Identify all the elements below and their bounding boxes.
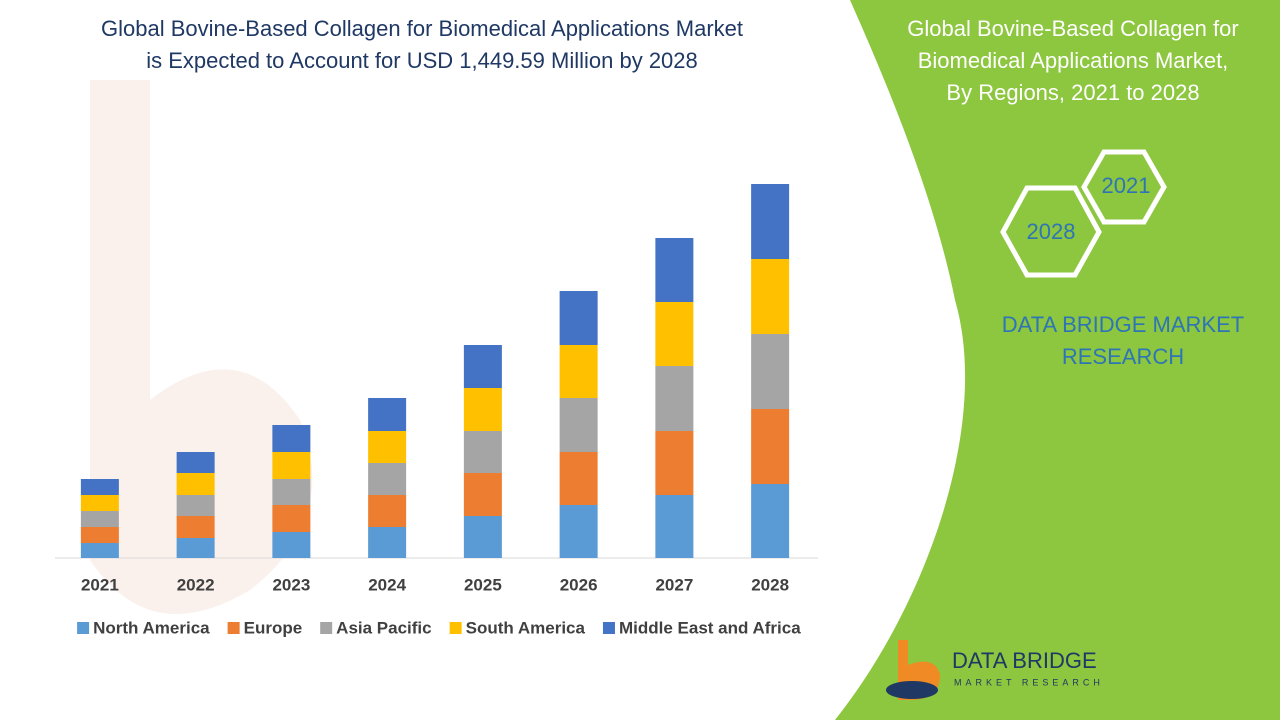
bar-segment bbox=[751, 409, 790, 484]
bar-segment bbox=[176, 452, 215, 473]
hex-label: 2028 bbox=[1027, 219, 1076, 244]
bar-segment bbox=[176, 538, 215, 558]
chart-title: Global Bovine-Based Collagen for Biomedi… bbox=[101, 16, 743, 41]
bar-segment bbox=[368, 431, 407, 463]
bar-segment bbox=[368, 463, 407, 495]
legend-label: Middle East and Africa bbox=[619, 618, 801, 637]
bar-segment bbox=[272, 505, 311, 532]
bar-segment bbox=[655, 431, 694, 495]
bar-segment bbox=[80, 495, 119, 511]
hexagon bbox=[1081, 149, 1167, 225]
logo-name: DATA BRIDGE bbox=[952, 648, 1097, 673]
legend-label: North America bbox=[93, 618, 210, 637]
bar-segment bbox=[751, 259, 790, 334]
x-tick-label: 2026 bbox=[560, 575, 598, 594]
bar-segment bbox=[272, 479, 311, 505]
bar-segment bbox=[559, 291, 598, 345]
panel-title: Global Bovine-Based Collagen for bbox=[907, 16, 1238, 41]
bar-segment bbox=[80, 543, 119, 558]
bar-segment bbox=[751, 184, 790, 259]
hex-label: 2021 bbox=[1102, 173, 1151, 198]
legend-label: South America bbox=[466, 618, 586, 637]
bar-segment bbox=[559, 345, 598, 398]
bar-segment bbox=[559, 505, 598, 558]
bar-segment bbox=[176, 495, 215, 516]
bar-segment bbox=[80, 479, 119, 495]
bar-segment bbox=[368, 527, 407, 558]
x-tick-label: 2027 bbox=[655, 575, 693, 594]
bar-segment bbox=[463, 516, 502, 558]
panel-title: By Regions, 2021 to 2028 bbox=[946, 80, 1199, 105]
bar-segment bbox=[80, 527, 119, 543]
logo-mark bbox=[886, 681, 938, 699]
bar-segment bbox=[80, 511, 119, 527]
logo-sub: MARKET RESEARCH bbox=[954, 677, 1104, 687]
bar-segment bbox=[655, 366, 694, 431]
bar-segment bbox=[559, 398, 598, 452]
legend-label: Europe bbox=[244, 618, 303, 637]
legend-swatch bbox=[449, 622, 462, 634]
bar-segment bbox=[368, 398, 407, 431]
bar-segment bbox=[272, 425, 311, 452]
bar-segment bbox=[655, 238, 694, 302]
bar-segment bbox=[751, 484, 790, 558]
x-tick-label: 2022 bbox=[177, 575, 215, 594]
x-tick-label: 2023 bbox=[272, 575, 310, 594]
bar-segment bbox=[463, 345, 502, 388]
bar-segment bbox=[368, 495, 407, 527]
bar-segment bbox=[655, 302, 694, 366]
legend-swatch bbox=[602, 622, 615, 634]
legend-swatch bbox=[77, 622, 90, 634]
chart-title: is Expected to Account for USD 1,449.59 … bbox=[146, 48, 698, 73]
x-tick-label: 2025 bbox=[464, 575, 502, 594]
bar-segment bbox=[655, 495, 694, 558]
bar-segment bbox=[463, 473, 502, 516]
hexagon bbox=[1000, 185, 1102, 278]
green-panel bbox=[835, 0, 1280, 720]
brand-text: RESEARCH bbox=[1062, 344, 1184, 369]
watermark-logo bbox=[90, 80, 313, 614]
bar-segment bbox=[176, 516, 215, 538]
legend-label: Asia Pacific bbox=[336, 618, 431, 637]
bar-segment bbox=[176, 473, 215, 495]
bar-segment bbox=[559, 452, 598, 505]
brand-text: DATA BRIDGE MARKET bbox=[1002, 312, 1244, 337]
bar-segment bbox=[272, 532, 311, 558]
legend-swatch bbox=[320, 622, 333, 634]
bar-segment bbox=[463, 388, 502, 431]
bar-segment bbox=[463, 431, 502, 473]
x-tick-label: 2028 bbox=[751, 575, 789, 594]
bar-segment bbox=[751, 334, 790, 409]
x-tick-label: 2024 bbox=[368, 575, 406, 594]
panel-title: Biomedical Applications Market, bbox=[918, 48, 1229, 73]
bar-segment bbox=[272, 452, 311, 479]
x-tick-label: 2021 bbox=[81, 575, 119, 594]
legend-swatch bbox=[227, 622, 240, 634]
